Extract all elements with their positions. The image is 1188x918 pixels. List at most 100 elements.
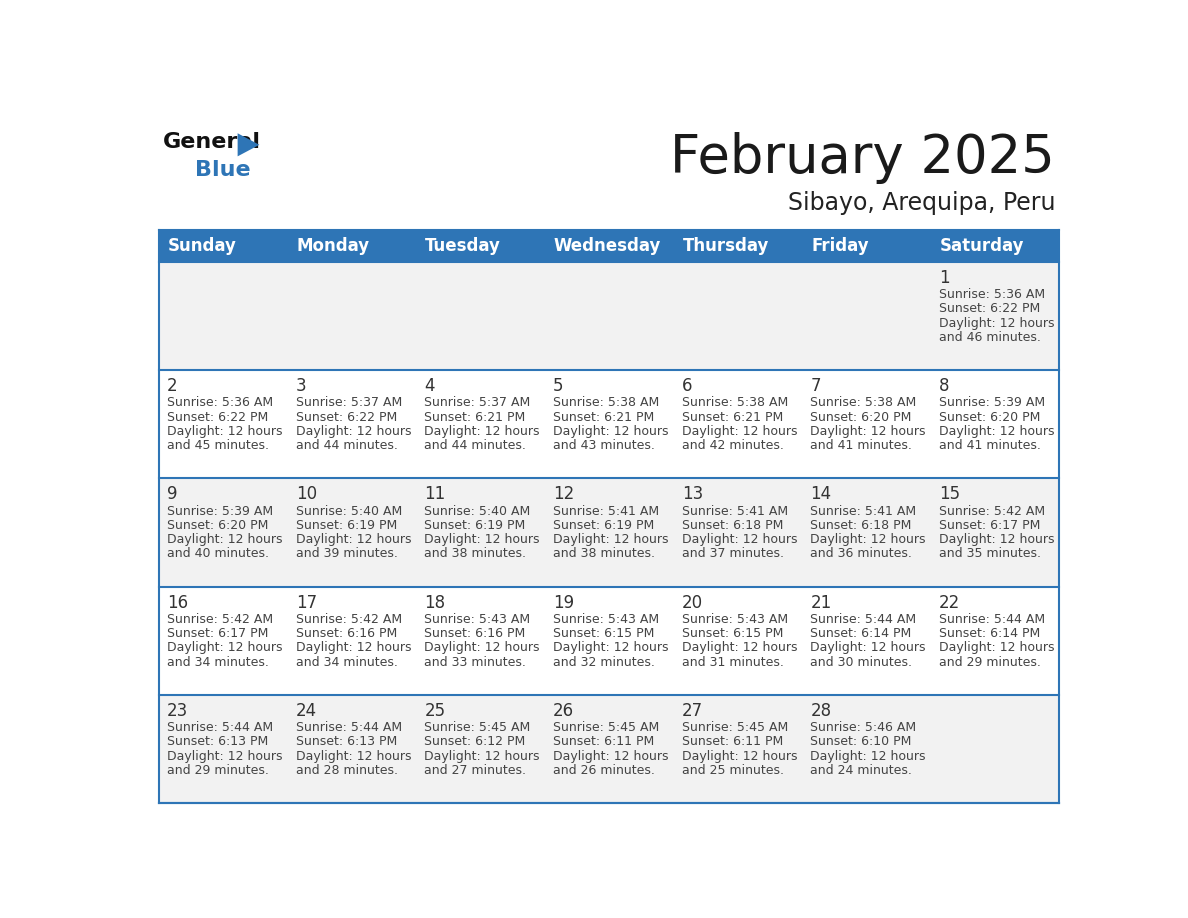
Text: and 31 minutes.: and 31 minutes. [682, 655, 784, 668]
Text: 1: 1 [939, 269, 949, 286]
Text: Sunset: 6:17 PM: Sunset: 6:17 PM [168, 627, 268, 640]
Text: Daylight: 12 hours: Daylight: 12 hours [939, 642, 1055, 655]
Text: Daylight: 12 hours: Daylight: 12 hours [554, 750, 669, 763]
Bar [674, 695, 802, 803]
Text: Sunrise: 5:42 AM: Sunrise: 5:42 AM [168, 613, 273, 626]
Text: Daylight: 12 hours: Daylight: 12 hours [810, 642, 925, 655]
Bar [416, 587, 544, 695]
Bar [930, 262, 1060, 370]
Text: and 40 minutes.: and 40 minutes. [168, 547, 270, 560]
Text: Sunrise: 5:42 AM: Sunrise: 5:42 AM [296, 613, 402, 626]
Text: and 33 minutes.: and 33 minutes. [424, 655, 526, 668]
Text: Sunset: 6:11 PM: Sunset: 6:11 PM [682, 735, 783, 748]
Text: Sunrise: 5:39 AM: Sunrise: 5:39 AM [168, 505, 273, 518]
Text: and 44 minutes.: and 44 minutes. [296, 439, 398, 452]
Text: Sunrise: 5:40 AM: Sunrise: 5:40 AM [424, 505, 531, 518]
Text: Sunrise: 5:45 AM: Sunrise: 5:45 AM [424, 721, 531, 734]
Text: and 46 minutes.: and 46 minutes. [939, 330, 1041, 343]
Bar [416, 478, 544, 587]
Text: Sunset: 6:19 PM: Sunset: 6:19 PM [554, 519, 655, 532]
Bar [287, 478, 416, 587]
Text: and 24 minutes.: and 24 minutes. [810, 764, 912, 777]
Text: Daylight: 12 hours: Daylight: 12 hours [682, 425, 797, 438]
Bar [802, 695, 930, 803]
Text: Sunset: 6:16 PM: Sunset: 6:16 PM [424, 627, 525, 640]
Text: Daylight: 12 hours: Daylight: 12 hours [810, 533, 925, 546]
Text: and 34 minutes.: and 34 minutes. [296, 655, 398, 668]
Text: Daylight: 12 hours: Daylight: 12 hours [682, 642, 797, 655]
Text: General: General [163, 131, 260, 151]
Text: and 42 minutes.: and 42 minutes. [682, 439, 784, 452]
Text: 5: 5 [554, 377, 563, 395]
Text: Sunday: Sunday [168, 237, 236, 254]
Text: Sunrise: 5:41 AM: Sunrise: 5:41 AM [810, 505, 916, 518]
Text: Sunrise: 5:37 AM: Sunrise: 5:37 AM [424, 397, 531, 409]
Bar [158, 262, 287, 370]
Text: 21: 21 [810, 594, 832, 611]
Text: 8: 8 [939, 377, 949, 395]
Bar [674, 370, 802, 478]
Bar [416, 230, 544, 262]
Text: Sunrise: 5:43 AM: Sunrise: 5:43 AM [424, 613, 531, 626]
Text: Sunrise: 5:37 AM: Sunrise: 5:37 AM [296, 397, 402, 409]
Bar [416, 370, 544, 478]
Text: Sunset: 6:22 PM: Sunset: 6:22 PM [939, 302, 1041, 315]
Text: Daylight: 12 hours: Daylight: 12 hours [168, 642, 283, 655]
Text: Sunset: 6:14 PM: Sunset: 6:14 PM [939, 627, 1041, 640]
Text: 11: 11 [424, 486, 446, 503]
Bar [802, 230, 930, 262]
Bar [544, 262, 674, 370]
Text: 20: 20 [682, 594, 703, 611]
Text: Sunrise: 5:45 AM: Sunrise: 5:45 AM [554, 721, 659, 734]
Text: Sunset: 6:15 PM: Sunset: 6:15 PM [554, 627, 655, 640]
Text: 28: 28 [810, 702, 832, 720]
Bar [287, 370, 416, 478]
Text: Daylight: 12 hours: Daylight: 12 hours [296, 425, 411, 438]
Bar [416, 262, 544, 370]
Text: and 30 minutes.: and 30 minutes. [810, 655, 912, 668]
Bar [544, 370, 674, 478]
Polygon shape [238, 133, 259, 156]
Text: and 38 minutes.: and 38 minutes. [424, 547, 526, 560]
Text: 24: 24 [296, 702, 317, 720]
Text: Daylight: 12 hours: Daylight: 12 hours [296, 533, 411, 546]
Bar [802, 478, 930, 587]
Text: 26: 26 [554, 702, 574, 720]
Text: 19: 19 [554, 594, 574, 611]
Text: Sunrise: 5:43 AM: Sunrise: 5:43 AM [682, 613, 788, 626]
Text: Daylight: 12 hours: Daylight: 12 hours [296, 642, 411, 655]
Bar [802, 370, 930, 478]
Text: Daylight: 12 hours: Daylight: 12 hours [939, 317, 1055, 330]
Bar [674, 587, 802, 695]
Bar [287, 230, 416, 262]
Text: 18: 18 [424, 594, 446, 611]
Text: Sunset: 6:16 PM: Sunset: 6:16 PM [296, 627, 397, 640]
Text: Sunrise: 5:43 AM: Sunrise: 5:43 AM [554, 613, 659, 626]
Bar [287, 587, 416, 695]
Text: and 25 minutes.: and 25 minutes. [682, 764, 784, 777]
Text: Wednesday: Wednesday [554, 237, 662, 254]
Text: 13: 13 [682, 486, 703, 503]
Text: Sunset: 6:13 PM: Sunset: 6:13 PM [168, 735, 268, 748]
Text: and 35 minutes.: and 35 minutes. [939, 547, 1041, 560]
Text: 27: 27 [682, 702, 703, 720]
Bar [158, 695, 287, 803]
Text: Sunrise: 5:36 AM: Sunrise: 5:36 AM [168, 397, 273, 409]
Bar [544, 478, 674, 587]
Text: and 36 minutes.: and 36 minutes. [810, 547, 912, 560]
Text: Sunrise: 5:40 AM: Sunrise: 5:40 AM [296, 505, 402, 518]
Bar [544, 587, 674, 695]
Text: Sunrise: 5:39 AM: Sunrise: 5:39 AM [939, 397, 1045, 409]
Text: Sunset: 6:12 PM: Sunset: 6:12 PM [424, 735, 525, 748]
Text: 15: 15 [939, 486, 960, 503]
Text: Daylight: 12 hours: Daylight: 12 hours [939, 425, 1055, 438]
Text: Sunrise: 5:45 AM: Sunrise: 5:45 AM [682, 721, 788, 734]
Text: 3: 3 [296, 377, 307, 395]
Text: and 29 minutes.: and 29 minutes. [168, 764, 268, 777]
Text: 9: 9 [168, 486, 177, 503]
Text: 14: 14 [810, 486, 832, 503]
Text: Daylight: 12 hours: Daylight: 12 hours [554, 642, 669, 655]
Text: Sunset: 6:19 PM: Sunset: 6:19 PM [424, 519, 525, 532]
Text: Daylight: 12 hours: Daylight: 12 hours [682, 533, 797, 546]
Text: Daylight: 12 hours: Daylight: 12 hours [168, 425, 283, 438]
